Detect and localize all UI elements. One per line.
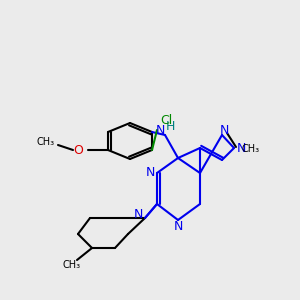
Text: N: N [133,208,143,221]
Text: H: H [165,121,175,134]
Text: N: N [155,124,165,136]
Text: CH₃: CH₃ [241,144,259,154]
Text: N: N [145,167,155,179]
Text: O: O [73,143,83,157]
Text: N: N [219,124,229,136]
Text: CH₃: CH₃ [37,137,55,147]
Text: N: N [236,142,246,154]
Text: Cl: Cl [160,115,172,128]
Text: N: N [173,220,183,233]
Text: CH₃: CH₃ [63,260,81,270]
